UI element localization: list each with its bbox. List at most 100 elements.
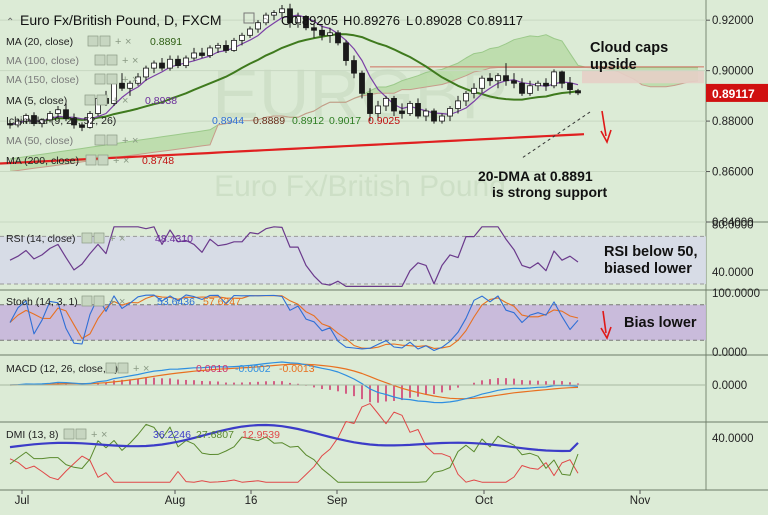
candle-bear	[487, 77, 493, 82]
settings-icon[interactable]	[117, 362, 129, 374]
dmi-minus-value: 12.9539	[242, 429, 280, 441]
stoch-d-value: 57.6247	[203, 296, 241, 308]
macd-hist-value: 0.0010	[196, 363, 228, 375]
time-tick-label: Jul	[15, 495, 30, 507]
candle-bear	[71, 118, 77, 126]
add-icon: +	[133, 363, 139, 375]
eye-icon[interactable]	[63, 428, 75, 440]
eye-icon[interactable]	[94, 73, 106, 85]
open-value: 0.89205	[291, 13, 338, 28]
eye-icon[interactable]	[81, 232, 93, 244]
ma-legend-label: MA (200, close)	[6, 155, 79, 167]
eye-icon[interactable]	[94, 134, 106, 146]
candle-bull	[455, 100, 461, 109]
candle-bear	[575, 90, 581, 94]
candle-bull	[151, 62, 157, 69]
close-icon: ×	[143, 363, 149, 375]
dmi-label: DMI (13, 8)	[6, 429, 59, 441]
candle-bear	[415, 103, 421, 117]
high-label: H	[343, 13, 352, 28]
ohlc-bullet: ○	[262, 15, 269, 27]
stoch-controls[interactable]: + ×	[81, 295, 125, 308]
collapse-icon[interactable]: ⌃	[6, 17, 14, 28]
macd-tick: 0.0000	[712, 380, 747, 392]
ma-legend-controls[interactable]: + ×	[87, 35, 131, 48]
candle-bear	[511, 80, 517, 84]
add-icon: +	[122, 135, 128, 147]
settings-icon[interactable]	[93, 295, 105, 307]
candle-bull	[471, 87, 477, 94]
eye-icon[interactable]	[84, 94, 96, 106]
annotation-20dma-2: is strong support	[492, 184, 607, 200]
ma-legend-controls[interactable]: + ×	[85, 154, 129, 167]
rsi-line	[9, 226, 579, 287]
ma-legend-controls[interactable]: + ×	[94, 134, 138, 147]
eye-icon[interactable]	[87, 35, 99, 47]
time-tick-label: Oct	[475, 495, 494, 507]
stoch-arrow-shaft	[602, 310, 607, 334]
candle-bull	[15, 120, 21, 126]
ichimoku-value: 0.8944	[212, 115, 244, 127]
rsi-controls[interactable]: + ×	[81, 232, 125, 245]
candle-bull	[143, 67, 149, 78]
settings-icon[interactable]	[93, 232, 105, 244]
settings-icon[interactable]	[99, 35, 111, 47]
time-tick-label: Aug	[165, 495, 185, 507]
dmi-tick: 40.0000	[712, 433, 754, 445]
candle-bull	[375, 105, 381, 114]
close-icon: ×	[119, 233, 125, 245]
settings-icon[interactable]	[106, 134, 118, 146]
settings-icon[interactable]	[243, 12, 255, 24]
candle-bull	[479, 77, 485, 89]
settings-icon[interactable]	[97, 154, 109, 166]
ma-legend-controls[interactable]: + ×	[94, 54, 138, 67]
candle-bull	[383, 97, 389, 107]
candle-bull	[535, 82, 541, 87]
stoch-panel: Stoch (14, 3, 1) 53.6436 57.6247 100.0000 0.…	[0, 288, 760, 359]
settings-icon[interactable]	[96, 94, 108, 106]
settings-icon[interactable]	[106, 54, 118, 66]
stoch-tick: 0.0000	[712, 347, 747, 359]
macd-panel: MACD (12, 26, close, 9) 0.0010 -0.0002 -0.0…	[0, 361, 747, 404]
rsi-tick: 80.0000	[712, 219, 754, 231]
cloud-bear-segment	[582, 69, 704, 84]
candle-bear	[7, 123, 13, 126]
dmi-controls[interactable]: + ×	[63, 428, 107, 441]
add-icon: +	[122, 55, 128, 67]
eye-icon[interactable]	[85, 154, 97, 166]
dmi-plus-value: 27.6807	[196, 429, 234, 441]
ichimoku-value: 0.9017	[329, 115, 361, 127]
candle-bull	[255, 22, 261, 30]
candle-bull	[23, 115, 29, 122]
ma-legend-value: 0.8891	[150, 36, 182, 48]
stoch-band	[0, 304, 706, 341]
eye-icon[interactable]	[105, 362, 117, 374]
settings-icon[interactable]	[75, 428, 87, 440]
eye-icon[interactable]	[81, 295, 93, 307]
candle-bull	[279, 8, 285, 14]
candle-bull	[47, 113, 53, 121]
candle-bear	[199, 52, 205, 56]
dmi-panel: DMI (13, 8) 36.2246 27.6807 12.9539 40.0000	[6, 403, 754, 483]
candle-bull	[127, 82, 133, 89]
settings-icon[interactable]	[106, 73, 118, 85]
close-icon: ×	[132, 55, 138, 67]
last-price-tag	[706, 83, 768, 102]
dmi-adx-value: 36.2246	[153, 429, 191, 441]
ichimoku-value: 0.9025	[368, 115, 400, 127]
candle-bear	[303, 15, 309, 29]
last-price-value: 0.89117	[712, 87, 755, 101]
candle-bull	[327, 32, 333, 36]
eye-icon[interactable]	[94, 54, 106, 66]
macd-controls[interactable]: + ×	[105, 362, 149, 375]
ma-legend-controls[interactable]: + ×	[94, 73, 138, 86]
add-icon: +	[109, 233, 115, 245]
candle-bear	[399, 110, 405, 114]
annotation-cloud-caps-1: Cloud caps	[590, 40, 668, 56]
candle-bull	[447, 108, 453, 117]
candle-bull	[463, 92, 469, 102]
rsi-panel: RSI (14, close) 48.4310 80.0000 40.0000 RSI …	[0, 219, 754, 287]
ma-legend-controls[interactable]: + ×	[84, 94, 128, 107]
rsi-band	[0, 236, 706, 285]
